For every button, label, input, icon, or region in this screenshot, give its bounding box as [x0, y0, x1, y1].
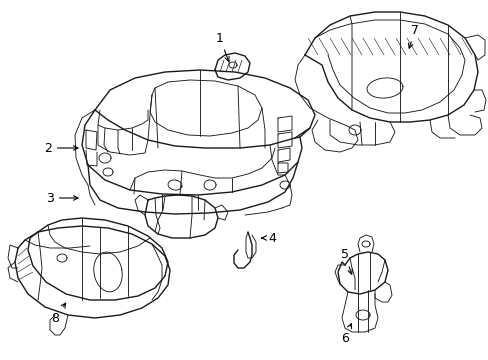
- Text: 3: 3: [46, 192, 78, 204]
- Text: 6: 6: [340, 324, 351, 345]
- Text: 4: 4: [262, 231, 275, 244]
- Text: 2: 2: [44, 141, 78, 154]
- Text: 7: 7: [407, 23, 418, 48]
- Text: 8: 8: [51, 303, 65, 324]
- Text: 5: 5: [340, 248, 351, 274]
- Text: 1: 1: [216, 31, 229, 61]
